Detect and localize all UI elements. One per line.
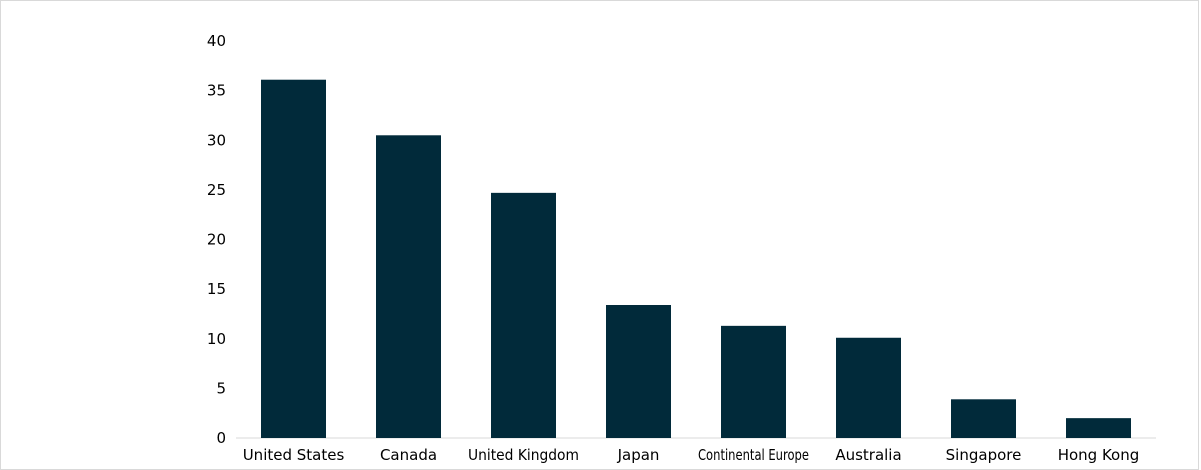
bars — [261, 79, 1131, 439]
x-tick-label: Hong Kong — [1058, 446, 1140, 464]
y-tick-label: 15 — [207, 280, 226, 298]
x-axis-labels: United States Canada United Kingdom Japan Co… — [243, 446, 1140, 464]
y-tick-label: 20 — [207, 231, 226, 249]
x-tick-label: United States — [243, 446, 345, 464]
bar — [606, 305, 671, 438]
x-tick-label: Japan — [617, 446, 660, 464]
x-tick-label: Australia — [835, 446, 901, 464]
bar — [721, 325, 786, 438]
y-tick-label: 5 — [216, 379, 226, 397]
y-tick-label: 30 — [207, 131, 226, 149]
y-axis-ticks: 0 5 10 15 20 25 30 35 40 — [207, 32, 226, 447]
bar — [951, 399, 1016, 438]
bar — [836, 337, 901, 438]
y-tick-label: 10 — [207, 330, 226, 348]
y-tick-label: 40 — [207, 32, 226, 50]
bar — [491, 192, 556, 438]
bar — [376, 135, 441, 438]
x-tick-label: Singapore — [946, 446, 1022, 464]
x-tick-label: Continental Europe — [698, 446, 809, 464]
x-tick-label: United Kingdom — [468, 446, 579, 464]
y-tick-label: 0 — [216, 429, 226, 447]
y-tick-label: 35 — [207, 82, 226, 100]
bar — [261, 79, 326, 439]
bar — [1066, 418, 1131, 438]
y-tick-label: 25 — [207, 181, 226, 199]
x-tick-label: Canada — [380, 446, 437, 464]
